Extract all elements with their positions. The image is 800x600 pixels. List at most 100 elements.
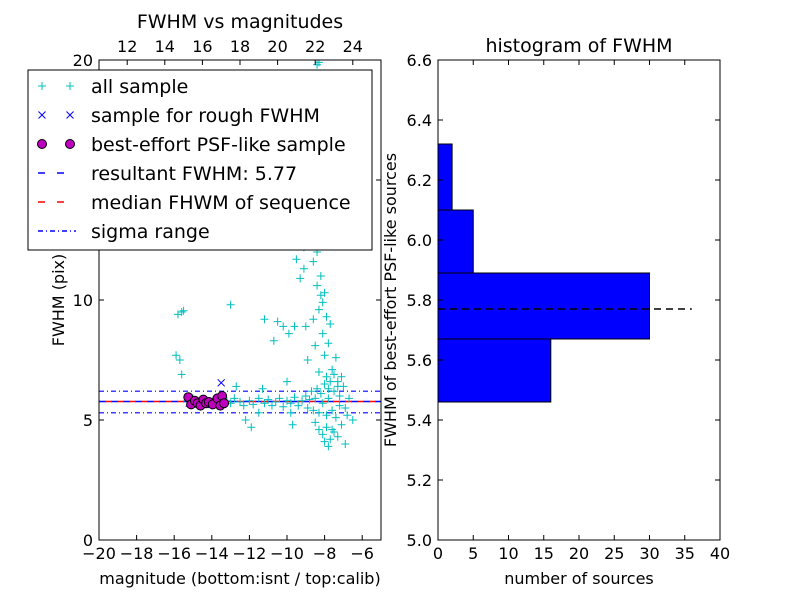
- histogram-data-layer: [437, 143, 692, 403]
- all-sample-point: [320, 351, 329, 360]
- rough-fwhm-point: [217, 378, 226, 387]
- all-sample-point: [177, 308, 186, 316]
- scatter-y-tick-label: 10: [73, 291, 93, 310]
- histogram-y-axis-label: FWHM of best-effort PSF-like sources: [381, 153, 400, 447]
- all-sample-point: [275, 394, 284, 403]
- all-sample-point: [326, 320, 335, 328]
- histogram-x-tick-label: 35: [675, 544, 695, 563]
- all-sample-point: [273, 317, 282, 326]
- scatter-top-tick-label: 12: [117, 37, 137, 56]
- all-sample-point: [301, 322, 310, 331]
- legend-psf-marker: [37, 139, 47, 149]
- all-sample-point: [303, 404, 312, 412]
- scatter-top-tick-label: 22: [305, 37, 325, 56]
- all-sample-point: [260, 315, 269, 324]
- histogram-bar: [437, 143, 453, 211]
- all-sample-point: [316, 272, 325, 280]
- all-sample-point: [341, 440, 350, 448]
- all-sample-point: [254, 408, 263, 417]
- all-sample-point: [264, 395, 273, 404]
- all-sample-point: [314, 425, 323, 434]
- all-sample-point: [236, 398, 244, 406]
- all-sample-point: [296, 274, 305, 283]
- all-sample-point: [284, 329, 293, 338]
- all-sample-point: [322, 411, 331, 420]
- all-sample-point: [311, 341, 320, 350]
- all-sample-point: [318, 430, 327, 439]
- scatter-axes-ticks: −20−18−16−14−12−10−8−6051015201214161820…: [73, 37, 381, 563]
- all-sample-point: [330, 387, 338, 396]
- scatter-y-tick-label: 20: [73, 51, 93, 70]
- all-sample-point: [328, 425, 337, 434]
- all-sample-point: [247, 423, 256, 432]
- all-sample-point: [175, 356, 184, 364]
- all-sample-point: [331, 413, 340, 422]
- all-sample-point: [241, 416, 250, 424]
- all-sample-point: [177, 370, 186, 379]
- all-sample-point: [271, 398, 280, 406]
- all-sample-point: [324, 394, 333, 403]
- all-sample-point: [313, 281, 322, 290]
- all-sample-point: [283, 377, 291, 386]
- all-sample-point: [324, 442, 333, 451]
- legend-entry-label: best-effort PSF-like sample: [91, 134, 346, 156]
- legend-rough-marker: [38, 111, 46, 119]
- legend-psf-marker: [65, 139, 75, 149]
- all-sample-point: [328, 365, 337, 374]
- all-sample-point: [292, 255, 301, 264]
- histogram-axes-ticks: 0 5 10 15 20 25 30 35 40 5.0 5.2 5.4 5.6 5.8 6.0 6.2 6.4…: [407, 51, 731, 563]
- scatter-y-tick-label: 0: [83, 531, 93, 550]
- histogram-x-tick-label: 30: [639, 544, 659, 563]
- all-sample-point: [245, 396, 254, 405]
- all-sample-point: [345, 394, 354, 403]
- scatter-x-tick-label: −20: [82, 544, 116, 563]
- all-sample-point: [314, 368, 323, 376]
- all-sample-point: [303, 356, 312, 364]
- all-sample-point: [230, 394, 239, 403]
- scatter-y-tick-label: 5: [83, 411, 93, 430]
- all-sample-point: [232, 382, 241, 391]
- legend-entry-label: sigma range: [91, 221, 210, 243]
- all-sample-point: [318, 329, 327, 338]
- histogram-y-tick-label: 6.4: [407, 111, 432, 130]
- scatter-x-axis-label: magnitude (bottom:isnt / top:calib): [99, 569, 380, 588]
- scatter-plot: −20−18−16−14−12−10−8−6051015201214161820…: [27, 11, 382, 588]
- scatter-top-tick-label: 20: [267, 37, 287, 56]
- scatter-x-tick-label: −8: [313, 544, 337, 563]
- scatter-legend: all sample sample for rough FWHM best-effo…: [27, 69, 373, 251]
- all-sample-point: [307, 387, 316, 396]
- all-sample-point: [328, 406, 337, 415]
- all-sample-point: [320, 437, 329, 446]
- all-sample-point: [286, 399, 295, 408]
- histogram-bar: [437, 272, 650, 340]
- histogram-x-tick-label: 10: [498, 544, 518, 563]
- scatter-x-tick-label: −16: [157, 544, 191, 563]
- histogram-x-tick-label: 15: [534, 544, 554, 563]
- histogram-x-tick-label: 20: [569, 544, 589, 563]
- all-sample-point: [301, 392, 310, 400]
- legend-entry-label: resultant FWHM: 5.77: [91, 163, 297, 185]
- scatter-x-tick-label: −10: [270, 544, 304, 563]
- scatter-x-tick-label: −14: [195, 544, 229, 563]
- legend-entry-label: all sample: [91, 76, 188, 98]
- histogram-y-tick-label: 5.4: [407, 411, 432, 430]
- scatter-points: [99, 60, 381, 451]
- histogram-y-tick-label: 5.8: [407, 291, 432, 310]
- all-sample-point: [326, 435, 335, 444]
- all-sample-point: [258, 384, 267, 393]
- histogram-bar: [437, 338, 552, 403]
- all-sample-point: [288, 420, 297, 429]
- scatter-data-layer: [99, 60, 381, 451]
- all-sample-point: [298, 396, 307, 405]
- all-sample-point: [260, 399, 269, 408]
- all-sample-point: [333, 432, 342, 441]
- histogram-x-tick-label: 40: [710, 544, 730, 563]
- all-sample-point: [290, 393, 299, 402]
- all-sample-point: [294, 401, 303, 410]
- histogram-y-tick-label: 5.0: [407, 531, 432, 550]
- all-sample-point: [309, 406, 318, 415]
- legend-all-sample-marker: [66, 82, 74, 90]
- all-sample-point: [249, 400, 258, 409]
- legend-all-sample-marker: [38, 82, 46, 90]
